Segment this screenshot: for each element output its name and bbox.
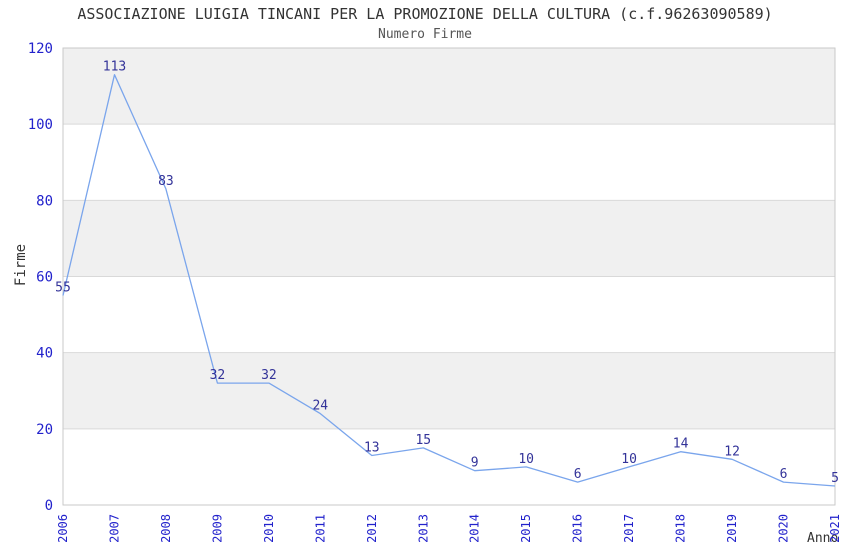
x-tick-label: 2013 xyxy=(416,514,430,543)
x-tick-label: 2018 xyxy=(674,514,688,543)
x-tick-label: 2006 xyxy=(56,514,70,543)
point-label: 113 xyxy=(103,60,126,75)
x-tick-label: 2019 xyxy=(725,514,739,543)
point-label: 9 xyxy=(471,456,479,471)
point-label: 14 xyxy=(673,437,689,452)
point-label: 12 xyxy=(724,444,740,459)
x-tick-label: 2010 xyxy=(262,514,276,543)
point-label: 10 xyxy=(518,452,534,467)
x-tick-label: 2021 xyxy=(828,514,842,543)
point-label: 32 xyxy=(210,368,226,383)
y-tick-label: 60 xyxy=(36,270,53,286)
plot-border xyxy=(62,47,836,506)
y-tick-label: 0 xyxy=(45,498,53,514)
x-tick-label: 2007 xyxy=(108,514,122,543)
y-tick-label: 100 xyxy=(28,117,53,133)
point-label: 83 xyxy=(158,174,174,189)
grid-band xyxy=(63,352,835,429)
data-line xyxy=(62,74,836,487)
x-tick-label: 2017 xyxy=(622,514,636,543)
grid-band xyxy=(63,276,835,353)
point-label: 24 xyxy=(312,399,328,414)
point-label: 55 xyxy=(55,281,71,296)
x-tick-label: 2011 xyxy=(313,514,327,543)
x-tick-label: 2009 xyxy=(210,514,224,543)
point-label: 5 xyxy=(831,471,839,486)
x-axis-title: Anno xyxy=(807,531,839,546)
x-tick-label: 2012 xyxy=(365,514,379,543)
chart-subtitle: Numero Firme xyxy=(378,27,472,42)
point-label: 32 xyxy=(261,368,277,383)
point-label: 13 xyxy=(364,441,380,456)
grid-band xyxy=(63,200,835,277)
x-tick-label: 2008 xyxy=(159,514,173,543)
chart-title: ASSOCIAZIONE LUIGIA TINCANI PER LA PROMO… xyxy=(77,5,773,23)
grid-band xyxy=(63,428,835,505)
y-tick-label: 80 xyxy=(36,193,53,209)
y-tick-label: 20 xyxy=(36,422,53,438)
point-label: 10 xyxy=(621,452,637,467)
grid-band xyxy=(63,48,835,125)
grid-band xyxy=(63,124,835,201)
y-tick-label: 120 xyxy=(28,41,53,57)
x-tick-label: 2020 xyxy=(777,514,791,543)
x-tick-label: 2016 xyxy=(571,514,585,543)
x-tick-label: 2015 xyxy=(519,514,533,543)
y-tick-label: 40 xyxy=(36,346,53,362)
point-label: 6 xyxy=(780,467,788,482)
point-label: 15 xyxy=(415,433,431,448)
point-label: 6 xyxy=(574,467,582,482)
x-tick-label: 2014 xyxy=(468,514,482,543)
